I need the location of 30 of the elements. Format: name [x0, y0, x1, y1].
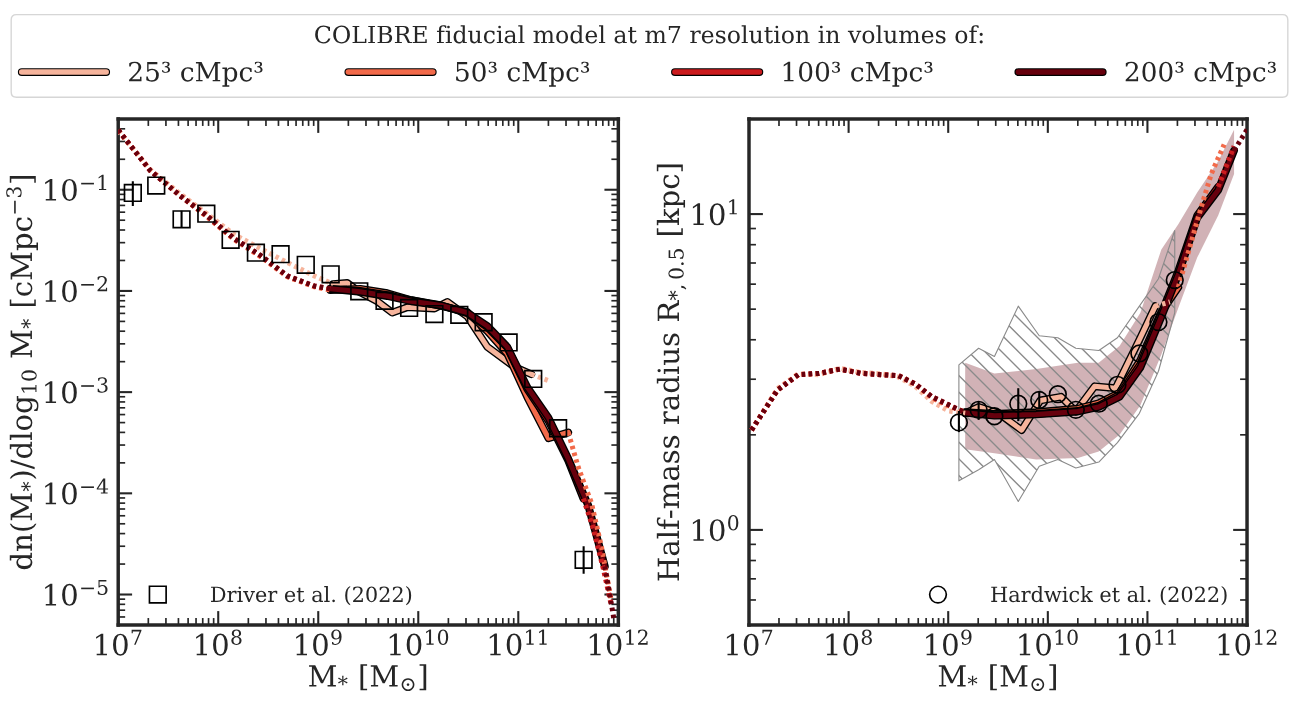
x-tick-label: 10$^{12}$ — [1218, 629, 1277, 656]
y-tick-label: 10$^{−1}$ — [45, 174, 107, 202]
x-tick-label: 10$^{7}$ — [96, 629, 142, 656]
y-axis-title: Half-mass radius R$_{*,0.5}$ [kpc] — [656, 164, 687, 581]
y-tick-label: 10$^{−5}$ — [45, 579, 108, 606]
legend-label: Driver et al. (2022) — [211, 586, 412, 606]
legend-label: 200³ cMpc³ — [1125, 61, 1276, 87]
y-tick-label: 10$^{−2}$ — [45, 276, 108, 303]
y-tick-label: 10$^{1}$ — [692, 199, 737, 226]
x-axis-title: M$_{*}$ [M$_{⊙}$] — [309, 664, 427, 692]
legend-label: 25³ cMpc³ — [129, 61, 263, 87]
x-tick-label: 10$^{11}$ — [1118, 629, 1176, 656]
x-tick-label: 10$^{9}$ — [926, 629, 972, 656]
x-tick-label: 10$^{9}$ — [296, 629, 342, 656]
x-tick-label: 10$^{10}$ — [389, 629, 449, 656]
x-tick-label: 10$^{8}$ — [826, 629, 872, 656]
legend-label: Hardwick et al. (2022) — [991, 586, 1227, 606]
x-tick-label: 10$^{11}$ — [489, 629, 547, 656]
x-tick-label: 10$^{8}$ — [196, 629, 242, 656]
legend-label: 100³ cMpc³ — [783, 61, 933, 87]
x-tick-label: 10$^{12}$ — [589, 629, 648, 656]
y-tick-label: 10$^{0}$ — [692, 515, 739, 542]
text: dn(M$_{*}$)/dlog$_{10}$ M$_{*}$ [cMpc$^{−3}$] — [6, 176, 39, 570]
y-tick-label: 10$^{−4}$ — [45, 478, 109, 505]
legend-label: 50³ cMpc³ — [456, 61, 590, 87]
x-tick-label: 10$^{10}$ — [1019, 629, 1078, 656]
x-axis-title: M$_{*}$ [M$_{⊙}$] — [938, 664, 1056, 692]
y-tick-label: 10$^{−3}$ — [45, 377, 108, 404]
x-tick-label: 10$^{7}$ — [726, 629, 773, 656]
legend-title: COLIBRE fiducial model at m7 resolution in volumes of: — [315, 25, 983, 44]
